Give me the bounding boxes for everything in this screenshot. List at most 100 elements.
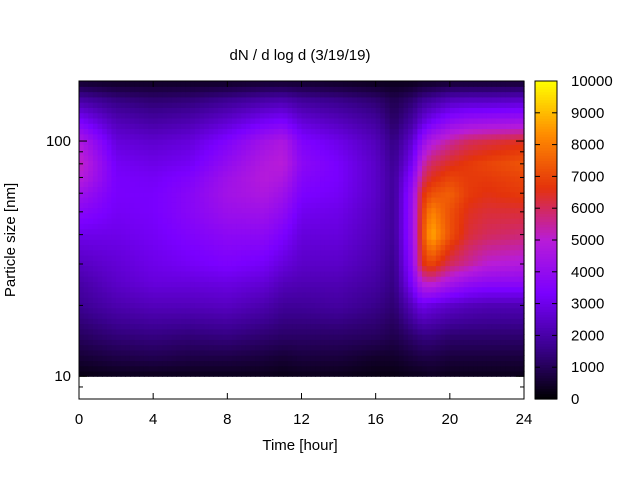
heatmap-cell: [88, 160, 94, 166]
heatmap-cell: [190, 112, 196, 119]
heatmap-cell: [106, 339, 113, 346]
heatmap-cell: [320, 312, 326, 319]
heatmap-cell: [83, 175, 89, 182]
heatmap-cell: [129, 360, 136, 367]
heatmap-cell: [111, 260, 117, 267]
heatmap-cell: [236, 276, 242, 282]
heatmap-cell: [88, 244, 94, 251]
heatmap-cell: [241, 297, 247, 304]
heatmap-cell: [417, 297, 423, 304]
heatmap-cell: [180, 323, 187, 330]
heatmap-cell: [269, 233, 275, 240]
heatmap-cell: [190, 286, 196, 293]
heatmap-cell: [482, 249, 488, 256]
heatmap-cell: [306, 302, 312, 309]
heatmap-cell: [315, 370, 321, 377]
heatmap-cell: [218, 186, 224, 193]
heatmap-cell: [310, 154, 317, 161]
heatmap-cell: [213, 133, 219, 140]
heatmap-cell: [338, 218, 344, 224]
heatmap-cell: [394, 128, 400, 135]
heatmap-cell: [120, 123, 126, 130]
heatmap-cell: [162, 328, 168, 335]
heatmap-cell: [329, 239, 335, 246]
heatmap-cell: [227, 281, 233, 288]
heatmap-cell: [491, 297, 497, 304]
heatmap-cell: [120, 249, 126, 256]
heatmap-cell: [171, 160, 177, 166]
heatmap-cell: [83, 276, 89, 282]
heatmap-cell: [412, 265, 418, 272]
heatmap-cell: [157, 144, 164, 151]
heatmap-cell: [389, 244, 395, 251]
heatmap-cell: [171, 260, 177, 267]
heatmap-cell: [403, 328, 409, 335]
heatmap-cell: [134, 307, 140, 314]
heatmap-cell: [519, 112, 525, 119]
heatmap-cell: [79, 218, 85, 224]
heatmap-cell: [79, 107, 85, 114]
heatmap-cell: [167, 133, 173, 140]
heatmap-cell: [231, 196, 238, 203]
heatmap-cell: [120, 191, 126, 198]
heatmap-cell: [366, 370, 372, 377]
heatmap-cell: [97, 144, 103, 151]
heatmap-cell: [83, 196, 89, 203]
heatmap-cell: [269, 334, 275, 340]
heatmap-cell: [292, 270, 298, 277]
heatmap-cell: [329, 297, 335, 304]
heatmap-cell: [352, 334, 358, 340]
heatmap-cell: [218, 160, 224, 166]
heatmap-cell: [315, 291, 321, 298]
heatmap-cell: [292, 175, 298, 182]
heatmap-cell: [120, 154, 126, 161]
heatmap-cell: [301, 339, 307, 346]
heatmap-cell: [343, 149, 349, 156]
heatmap-cell: [148, 344, 154, 351]
heatmap-cell: [185, 360, 191, 367]
heatmap-cell: [259, 254, 266, 261]
heatmap-cell: [245, 365, 252, 372]
heatmap-cell: [357, 133, 363, 140]
heatmap-cell: [236, 360, 242, 367]
heatmap-cell: [380, 365, 386, 372]
heatmap-cell: [403, 334, 409, 340]
heatmap-cell: [116, 186, 122, 193]
heatmap-cell: [496, 312, 502, 319]
heatmap-cell: [88, 349, 94, 356]
heatmap-cell: [148, 112, 154, 119]
heatmap-cell: [431, 212, 437, 219]
heatmap-cell: [157, 133, 164, 140]
heatmap-cell: [292, 186, 298, 193]
heatmap-cell: [426, 254, 432, 261]
heatmap-cell: [343, 286, 349, 293]
heatmap-cell: [403, 260, 409, 267]
heatmap-cell: [496, 186, 502, 193]
heatmap-cell: [79, 265, 85, 272]
heatmap-cell: [510, 196, 516, 203]
heatmap-cell: [208, 265, 215, 272]
heatmap-cell: [292, 133, 298, 140]
heatmap-cell: [431, 349, 437, 356]
heatmap-cell: [185, 302, 191, 309]
heatmap-cell: [218, 107, 224, 114]
heatmap-cell: [343, 302, 349, 309]
heatmap-cell: [366, 165, 372, 172]
heatmap-cell: [176, 260, 182, 267]
heatmap-cell: [116, 144, 122, 151]
heatmap-cell: [241, 265, 247, 272]
heatmap-cell: [398, 138, 405, 145]
heatmap-cell: [389, 218, 395, 224]
heatmap-cell: [454, 307, 460, 314]
heatmap-cell: [514, 344, 520, 351]
heatmap-cell: [88, 165, 94, 172]
heatmap-cell: [482, 202, 488, 209]
heatmap-cell: [176, 175, 182, 182]
heatmap-cell: [259, 149, 266, 156]
heatmap-cell: [426, 286, 432, 293]
heatmap-cell: [329, 323, 335, 330]
heatmap-cell: [375, 117, 381, 124]
heatmap-cell: [519, 244, 525, 251]
heatmap-cell: [204, 191, 210, 198]
heatmap-cell: [440, 144, 446, 151]
